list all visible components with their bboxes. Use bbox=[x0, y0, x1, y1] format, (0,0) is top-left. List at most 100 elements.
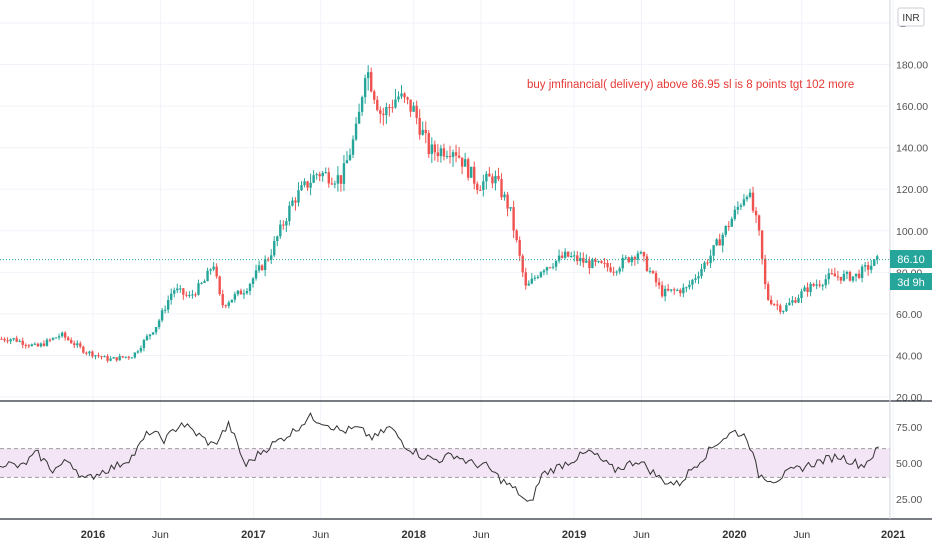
candle bbox=[518, 236, 521, 262]
candle bbox=[733, 205, 737, 221]
rsi-tick-label: 50.00 bbox=[896, 458, 922, 470]
candle bbox=[439, 144, 443, 163]
candle-body bbox=[233, 294, 237, 300]
candle bbox=[542, 268, 546, 276]
candle-body bbox=[521, 255, 524, 273]
candle-body bbox=[836, 276, 840, 278]
candle-body bbox=[630, 257, 634, 263]
candle-body bbox=[479, 189, 482, 191]
candle-body bbox=[676, 289, 679, 291]
candle-body bbox=[354, 123, 358, 140]
candle-body bbox=[27, 345, 30, 347]
candle bbox=[127, 355, 130, 360]
candle-body bbox=[842, 273, 846, 281]
candle-body bbox=[148, 334, 152, 337]
candle bbox=[621, 254, 624, 272]
candle-body bbox=[785, 305, 788, 312]
candle-body bbox=[330, 183, 334, 185]
candle-body bbox=[860, 266, 864, 278]
candle-body bbox=[306, 181, 309, 188]
candle-body bbox=[570, 255, 573, 257]
candle-body bbox=[688, 284, 691, 288]
candle bbox=[176, 283, 179, 294]
candle bbox=[421, 121, 424, 136]
candle bbox=[257, 260, 261, 273]
candle-body bbox=[730, 218, 734, 227]
candle bbox=[730, 216, 734, 228]
candle-body bbox=[30, 344, 34, 347]
candle bbox=[697, 271, 700, 284]
x-tick-label: Jun bbox=[473, 529, 490, 541]
candle bbox=[133, 352, 137, 359]
candle bbox=[321, 170, 324, 182]
candle-body bbox=[657, 282, 661, 286]
currency-badge[interactable] bbox=[897, 7, 925, 27]
candle-body bbox=[551, 266, 555, 268]
candle bbox=[254, 264, 258, 281]
candle-body bbox=[615, 271, 618, 273]
candle bbox=[536, 274, 540, 280]
candle bbox=[766, 281, 770, 301]
candle-body bbox=[869, 265, 873, 270]
candle-body bbox=[591, 259, 594, 269]
candle-body bbox=[18, 340, 21, 342]
candle-body bbox=[579, 257, 582, 262]
candle bbox=[818, 280, 821, 288]
candle-body bbox=[463, 159, 467, 167]
candle bbox=[60, 331, 64, 338]
candle bbox=[30, 343, 34, 347]
candle bbox=[748, 188, 752, 199]
candle bbox=[566, 251, 570, 258]
candle-body bbox=[54, 337, 58, 339]
candle-body bbox=[424, 129, 427, 134]
candle bbox=[124, 356, 127, 359]
candle-body bbox=[600, 261, 603, 263]
candle-body bbox=[382, 113, 385, 116]
candle bbox=[333, 180, 337, 189]
candle bbox=[297, 182, 300, 207]
candle-body bbox=[88, 351, 91, 354]
candle bbox=[85, 351, 88, 356]
candle bbox=[370, 67, 373, 93]
candle-body bbox=[224, 305, 227, 307]
candle-body bbox=[248, 283, 252, 292]
candle-body bbox=[466, 159, 470, 178]
candle bbox=[718, 233, 721, 246]
candle bbox=[445, 150, 449, 159]
candle bbox=[336, 166, 340, 192]
candle-body bbox=[451, 152, 455, 157]
candle-body bbox=[182, 288, 185, 295]
candle-body bbox=[260, 265, 264, 271]
candle bbox=[660, 281, 664, 298]
candle-body bbox=[360, 97, 364, 112]
candle-body bbox=[166, 300, 170, 310]
candle-body bbox=[518, 239, 521, 256]
candle-body bbox=[200, 282, 203, 284]
candle bbox=[506, 191, 509, 217]
candle-body bbox=[318, 174, 321, 177]
candle bbox=[476, 181, 479, 195]
candle-body bbox=[545, 267, 549, 271]
candle bbox=[703, 260, 706, 272]
candle-body bbox=[812, 283, 815, 286]
candle bbox=[285, 218, 288, 232]
candle-body bbox=[742, 199, 746, 206]
candle bbox=[533, 275, 537, 281]
candle bbox=[397, 91, 400, 103]
candle-body bbox=[251, 278, 255, 284]
candle bbox=[100, 355, 103, 360]
candle bbox=[773, 303, 776, 307]
candle bbox=[606, 259, 609, 272]
candle-body bbox=[66, 337, 70, 340]
candle bbox=[636, 250, 640, 264]
axes: 2016 Jun 2017 Jun 2018 Jun 2019 Jun 2020 Jun 2021 2… bbox=[0, 0, 932, 541]
candle-body bbox=[782, 311, 785, 313]
candle-body bbox=[412, 105, 415, 112]
candle bbox=[876, 254, 879, 265]
candle-body bbox=[51, 337, 55, 340]
candle-body bbox=[351, 139, 355, 155]
candle bbox=[739, 203, 743, 211]
candle-body bbox=[524, 272, 527, 286]
candle-body bbox=[648, 271, 652, 273]
